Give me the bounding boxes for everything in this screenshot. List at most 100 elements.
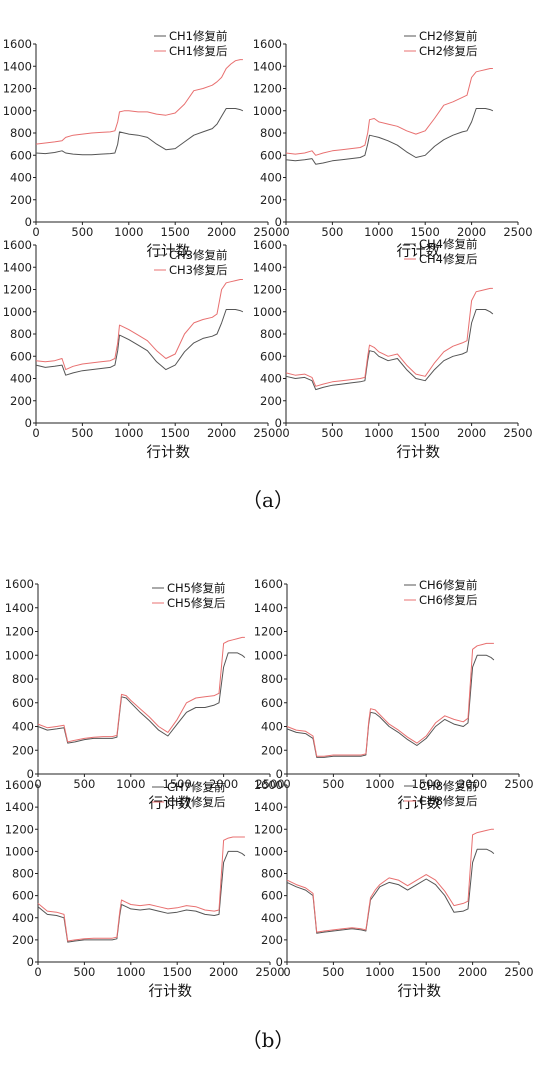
x-axis-label: 行计数 — [148, 795, 192, 812]
y-tick-label: 1400 — [253, 59, 282, 73]
series-line-1 — [286, 848, 495, 934]
series-line-1 — [285, 309, 494, 391]
x-tick-label: 1500 — [412, 965, 441, 979]
x-tick-label: 500 — [321, 426, 343, 440]
y-tick-label: 1400 — [3, 260, 32, 274]
x-tick-label: 1000 — [364, 225, 393, 239]
x-tick-label: 2000 — [457, 225, 486, 239]
y-tick-label: 600 — [260, 349, 282, 363]
y-tick-label: 1400 — [5, 800, 34, 814]
y-tick-label: 400 — [261, 720, 283, 734]
y-tick-label: 0 — [27, 767, 34, 781]
y-tick-label: 1600 — [253, 238, 282, 252]
legend-label: CH6修复后 — [419, 593, 478, 607]
series-line-2 — [285, 287, 493, 387]
y-tick-label: 0 — [275, 215, 282, 229]
legend-label: CH2修复后 — [419, 44, 478, 58]
x-axis-label: 行计数 — [397, 795, 441, 812]
x-tick-label: 1000 — [114, 426, 143, 440]
series-line-1 — [35, 309, 244, 376]
y-tick-label: 200 — [10, 193, 32, 207]
legend-label: CH8修复前 — [419, 779, 478, 793]
x-tick-label: 2000 — [458, 965, 487, 979]
y-tick-label: 400 — [12, 911, 34, 925]
y-tick-label: 1600 — [253, 37, 282, 51]
chart-panel-5: 0 200 400 600 800 1000 1200 1400 1600 0 500 1000 150… — [5, 577, 285, 812]
x-tick-label: 500 — [322, 777, 344, 791]
y-tick-label: 400 — [10, 372, 32, 386]
x-tick-label: 2000 — [209, 777, 238, 791]
y-tick-label: 0 — [27, 955, 34, 969]
y-tick-label: 1200 — [5, 625, 34, 639]
legend-label: CH7修复后 — [167, 795, 226, 809]
y-tick-label: 400 — [12, 720, 34, 734]
y-tick-label: 1000 — [254, 648, 283, 662]
x-tick-label: 500 — [322, 965, 344, 979]
y-tick-label: 200 — [12, 743, 34, 757]
x-tick-label: 2500 — [255, 965, 284, 979]
y-tick-label: 200 — [261, 743, 283, 757]
legend-label: CH2修复前 — [419, 29, 478, 43]
y-tick-label: 1600 — [3, 238, 32, 252]
y-tick-label: 800 — [260, 327, 282, 341]
x-axis-label: 行计数 — [397, 983, 441, 1000]
series-line-1 — [285, 108, 494, 165]
y-tick-label: 1000 — [253, 305, 282, 319]
y-tick-label: 1400 — [3, 59, 32, 73]
y-tick-label: 1000 — [5, 648, 34, 662]
x-tick-label: 1000 — [365, 777, 394, 791]
series-line-2 — [286, 642, 494, 757]
y-tick-label: 1600 — [254, 778, 283, 792]
x-tick-label: 1000 — [365, 965, 394, 979]
x-tick-label: 2500 — [503, 426, 532, 440]
y-tick-label: 0 — [25, 416, 32, 430]
y-tick-label: 800 — [12, 672, 34, 686]
x-axis-label: 行计数 — [148, 983, 192, 1000]
x-tick-label: 2500 — [504, 777, 533, 791]
y-tick-label: 600 — [10, 349, 32, 363]
series-line-2 — [35, 279, 243, 371]
y-tick-label: 600 — [12, 889, 34, 903]
y-tick-label: 800 — [261, 672, 283, 686]
y-tick-label: 1200 — [3, 82, 32, 96]
x-tick-label: 0 — [34, 965, 41, 979]
x-tick-label: 2500 — [504, 965, 533, 979]
y-tick-label: 1600 — [3, 37, 32, 51]
caption-a: （a） — [242, 488, 294, 512]
y-tick-label: 1400 — [5, 601, 34, 615]
y-tick-label: 800 — [12, 867, 34, 881]
y-tick-label: 1600 — [254, 577, 283, 591]
x-axis-label: 行计数 — [396, 243, 440, 260]
y-tick-label: 600 — [261, 696, 283, 710]
y-tick-label: 200 — [260, 193, 282, 207]
y-tick-label: 1600 — [5, 577, 34, 591]
legend-label: CH3修复后 — [169, 263, 228, 277]
x-tick-label: 2500 — [253, 426, 282, 440]
y-tick-label: 1000 — [5, 844, 34, 858]
y-tick-label: 1400 — [254, 800, 283, 814]
x-tick-label: 1500 — [163, 777, 192, 791]
legend-label: CH5修复前 — [167, 581, 226, 595]
x-tick-label: 2000 — [458, 777, 487, 791]
chart-panel-3: 0 200 400 600 800 1000 1200 1400 1600 0 500 1000 150… — [3, 238, 283, 461]
x-tick-label: 0 — [282, 426, 289, 440]
series-line-2 — [286, 828, 494, 933]
x-tick-label: 1500 — [163, 965, 192, 979]
chart-panel-4: 0 200 400 600 800 1000 1200 1400 1600 0 500 1000 150… — [253, 237, 533, 461]
x-tick-label: 1500 — [411, 426, 440, 440]
series-line-2 — [37, 836, 245, 942]
y-tick-label: 800 — [10, 327, 32, 341]
y-tick-label: 1200 — [254, 822, 283, 836]
x-tick-label: 500 — [73, 777, 95, 791]
y-tick-label: 600 — [10, 148, 32, 162]
x-tick-label: 2000 — [207, 225, 236, 239]
legend-label: CH8修复后 — [419, 794, 478, 808]
y-tick-label: 0 — [275, 416, 282, 430]
y-tick-label: 1200 — [253, 283, 282, 297]
x-tick-label: 0 — [34, 777, 41, 791]
legend-label: CH4修复后 — [419, 252, 478, 266]
legend-label: CH5修复后 — [167, 596, 226, 610]
y-tick-label: 1400 — [253, 260, 282, 274]
